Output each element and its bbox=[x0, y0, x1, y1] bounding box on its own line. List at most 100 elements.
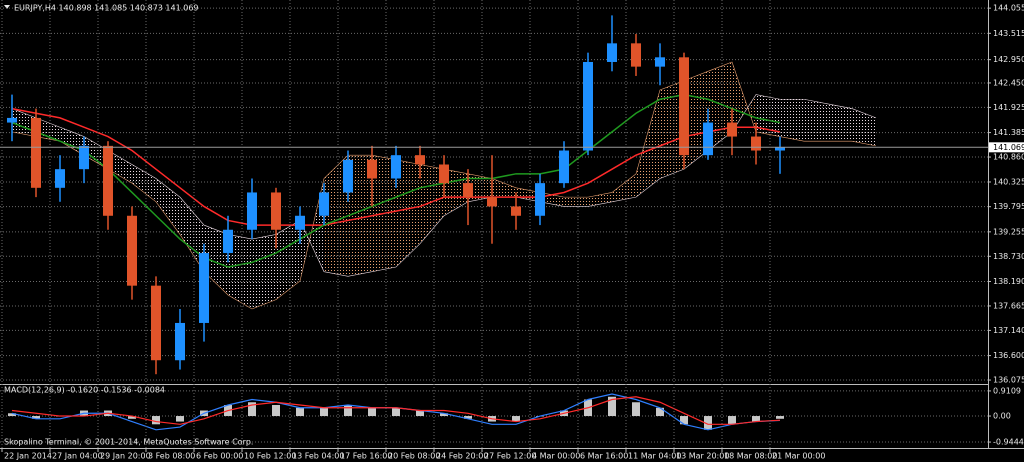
y-tick-label: 136.075 bbox=[993, 376, 1024, 385]
x-tick-label: 20 Feb 08:00 bbox=[388, 452, 440, 461]
x-tick-label: 3 Feb 08:00 bbox=[148, 452, 195, 461]
cloud-segment bbox=[36, 117, 60, 142]
macd-title: MACD(12,26,9) -0.1620 -0.1536 -0.0084 bbox=[4, 386, 165, 395]
x-tick-label: 4 Mar 00:00 bbox=[532, 452, 580, 461]
candle-body bbox=[175, 322, 185, 361]
macd-histogram-bar bbox=[296, 407, 304, 417]
y-tick-label: -0.9444 bbox=[993, 438, 1024, 447]
macd-histogram-bar bbox=[392, 407, 400, 417]
x-tick-label: 13 Mar 20:00 bbox=[676, 452, 729, 461]
menu-arrow[interactable] bbox=[4, 5, 10, 9]
macd-histogram-bar bbox=[680, 416, 688, 425]
candle-body bbox=[679, 57, 689, 156]
candle-body bbox=[751, 136, 761, 151]
cloud-segment bbox=[276, 220, 300, 300]
candle-body bbox=[127, 215, 137, 286]
y-tick-label: 139.255 bbox=[993, 227, 1024, 236]
candle-body bbox=[55, 169, 65, 188]
candle-body bbox=[31, 117, 41, 188]
x-tick-label: 6 Mar 16:00 bbox=[580, 452, 628, 461]
candle-body bbox=[535, 183, 545, 216]
candle-body bbox=[415, 155, 425, 165]
candle-body bbox=[631, 43, 641, 67]
y-tick-label: 0.9109 bbox=[993, 386, 1021, 395]
y-tick-label: 138.730 bbox=[993, 252, 1024, 261]
macd-histogram-bar bbox=[272, 405, 280, 417]
y-tick-label: 140.860 bbox=[993, 153, 1024, 162]
macd-histogram-bar bbox=[512, 416, 520, 422]
cloud-segment bbox=[156, 178, 180, 235]
cloud-segment bbox=[108, 150, 132, 184]
x-tick-label: 10 Feb 12:00 bbox=[244, 452, 296, 461]
y-tick-label: 143.515 bbox=[993, 29, 1024, 38]
chart-title: EURJPY,H4 140.898 141.085 140.873 141.06… bbox=[14, 4, 199, 13]
macd-histogram-bar bbox=[8, 413, 16, 417]
cloud-segment bbox=[660, 80, 684, 179]
x-tick-label: 24 Feb 20:00 bbox=[436, 452, 488, 461]
cloud-segment bbox=[324, 155, 348, 277]
macd-histogram-bar bbox=[320, 407, 328, 417]
y-tick-label: 139.795 bbox=[993, 202, 1024, 211]
cloud-segment bbox=[756, 94, 780, 137]
cloud-segment bbox=[564, 197, 588, 207]
cloud-segment bbox=[396, 159, 420, 268]
y-tick-label: 144.055 bbox=[993, 4, 1024, 13]
candle-body bbox=[559, 150, 569, 184]
macd-line bbox=[11, 396, 781, 425]
macd-histogram-bar bbox=[416, 410, 424, 417]
candle-body bbox=[319, 192, 329, 216]
candle-body bbox=[151, 285, 161, 361]
macd-histogram-bar bbox=[464, 416, 472, 419]
y-tick-label: 142.950 bbox=[993, 55, 1024, 64]
macd-histogram-bar bbox=[776, 416, 784, 419]
candle-body bbox=[367, 159, 377, 179]
candle-body bbox=[655, 57, 665, 67]
moving-average bbox=[11, 93, 781, 268]
y-tick-label: 142.450 bbox=[993, 78, 1024, 87]
candle-body bbox=[247, 192, 257, 230]
macd-histogram-bar bbox=[704, 416, 712, 430]
x-tick-label: 29 Jan 20:00 bbox=[100, 452, 151, 461]
x-tick-label: 6 Feb 00:00 bbox=[196, 452, 243, 461]
y-tick-label: 137.140 bbox=[993, 326, 1024, 335]
cloud-segment bbox=[468, 173, 492, 202]
x-tick-label: 18 Mar 08:00 bbox=[724, 452, 777, 461]
cloud-segment bbox=[228, 234, 252, 309]
y-tick-label: 141.385 bbox=[993, 128, 1024, 137]
candle-body bbox=[271, 192, 281, 230]
copyright: Skopalino Terminal, © 2001-2014, MetaQuo… bbox=[4, 438, 253, 447]
x-tick-label: 27 Feb 12:00 bbox=[484, 452, 536, 461]
candle-body bbox=[583, 61, 593, 151]
cloud-segment bbox=[444, 169, 468, 216]
cloud-segment bbox=[84, 136, 108, 170]
macd-histogram-bar bbox=[32, 416, 40, 419]
macd-histogram-bar bbox=[176, 416, 184, 422]
cloud-segment bbox=[852, 108, 876, 146]
cloud-segment bbox=[252, 234, 276, 309]
candle-body bbox=[343, 159, 353, 193]
macd-histogram-bar bbox=[344, 405, 352, 417]
candle-body bbox=[391, 155, 401, 179]
macd-histogram-bar bbox=[368, 407, 376, 417]
x-tick-label: 21 Mar 00:00 bbox=[772, 452, 825, 461]
candle-body bbox=[607, 43, 617, 62]
cloud-segment bbox=[636, 89, 660, 198]
last-price-label: 141.069 bbox=[993, 143, 1024, 152]
x-tick-label: 17 Feb 16:00 bbox=[340, 452, 392, 461]
macd-histogram-bar bbox=[728, 416, 736, 425]
candle-body bbox=[511, 206, 521, 216]
candle-body bbox=[775, 147, 785, 151]
x-tick-label: 11 Mar 04:00 bbox=[628, 452, 681, 461]
macd-histogram-bar bbox=[248, 402, 256, 417]
macd-histogram-bar bbox=[656, 407, 664, 417]
cloud-segment bbox=[612, 173, 636, 202]
macd-histogram-bar bbox=[440, 413, 448, 417]
x-tick-label: 27 Jan 04:00 bbox=[52, 452, 103, 461]
candle-body bbox=[103, 145, 113, 216]
x-tick-label: 13 Feb 04:00 bbox=[292, 452, 344, 461]
macd-histogram-bar bbox=[128, 416, 136, 419]
macd-histogram-bar bbox=[632, 402, 640, 417]
cloud-segment bbox=[828, 103, 852, 142]
y-tick-label: 137.665 bbox=[993, 301, 1024, 310]
candle-body bbox=[223, 229, 233, 254]
